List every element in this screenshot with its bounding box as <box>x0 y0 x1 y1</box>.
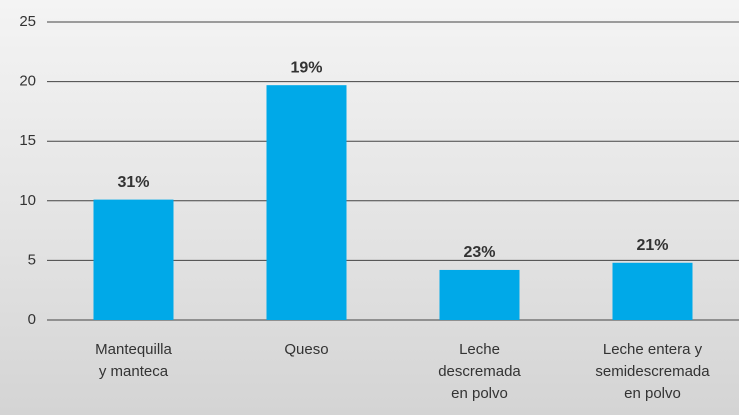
x-tick-label: en polvo <box>451 385 508 402</box>
y-tick-label: 0 <box>28 311 36 328</box>
bar-annotation: 21% <box>636 237 668 254</box>
x-tick-label: Leche entera y <box>603 341 703 358</box>
y-tick-label: 25 <box>19 13 36 30</box>
bar <box>93 199 174 320</box>
y-tick-label: 20 <box>19 73 36 90</box>
bar-annotation: 23% <box>463 244 495 261</box>
bar-annotation: 31% <box>117 174 149 191</box>
y-tick-label: 5 <box>28 251 36 268</box>
x-tick-label: y manteca <box>99 363 169 380</box>
bar-annotation: 19% <box>290 59 322 76</box>
x-tick-label: Mantequilla <box>95 341 172 358</box>
x-tick-label: Leche <box>459 341 500 358</box>
x-tick-label: descremada <box>438 363 521 380</box>
x-tick-label: semidescremada <box>595 363 710 380</box>
bar <box>612 262 693 320</box>
y-tick-label: 10 <box>19 192 36 209</box>
x-tick-label: en polvo <box>624 385 681 402</box>
x-tick-label: Queso <box>284 341 328 358</box>
bar <box>439 269 520 320</box>
bar <box>266 85 347 321</box>
y-tick-label: 15 <box>19 132 36 149</box>
